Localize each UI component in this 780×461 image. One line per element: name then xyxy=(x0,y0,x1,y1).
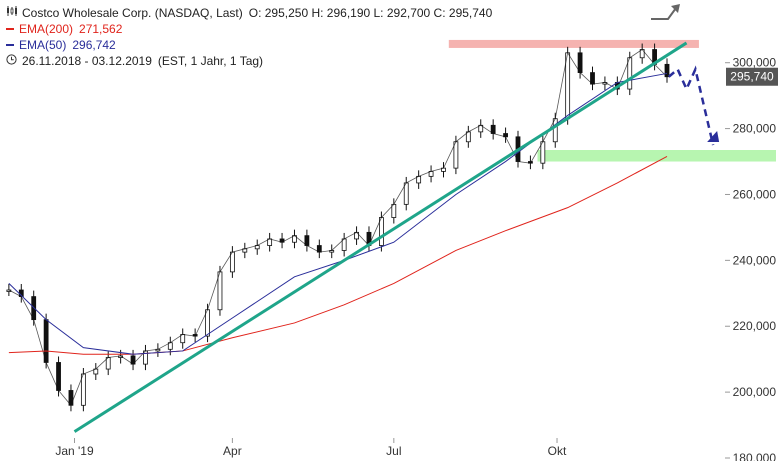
y-tick-label: 220,000 xyxy=(733,319,777,333)
clock-icon xyxy=(6,53,18,69)
chart-legend: Costco Wholesale Corp. (NASDAQ, Last) O:… xyxy=(6,5,492,69)
legend-ema200-row: EMA(200) 271,562 xyxy=(6,21,492,37)
price-candle xyxy=(565,52,571,120)
resistance-zone xyxy=(448,39,699,48)
y-tick-label: 200,000 xyxy=(733,385,777,399)
price-candle xyxy=(56,362,61,391)
x-tick-label: Jul xyxy=(386,444,401,458)
price-candle xyxy=(627,57,633,90)
last-value-badge xyxy=(726,67,778,86)
price-candle xyxy=(403,182,409,205)
up-arrow-head xyxy=(671,4,680,13)
x-tick-label: Apr xyxy=(223,444,242,458)
range-info: (EST, 1 Jahr, 1 Tag) xyxy=(157,54,264,68)
support-zone xyxy=(537,150,776,162)
price-candle xyxy=(205,309,210,337)
x-tick-label: Jan '19 xyxy=(55,444,94,458)
price-candle xyxy=(453,141,459,169)
candles-icon xyxy=(6,5,18,21)
price-line xyxy=(8,48,668,407)
price-candle xyxy=(80,373,86,406)
x-tick-label: Okt xyxy=(548,444,567,458)
ema200-value: 271,562 xyxy=(79,22,123,36)
y-tick-label: 260,000 xyxy=(733,187,777,201)
y-tick-label: 180,000 xyxy=(733,451,777,461)
up-arrow-line xyxy=(651,7,677,20)
ema50-line xyxy=(8,72,668,355)
ema50-value: 296,742 xyxy=(72,38,116,52)
y-tick-label: 300,000 xyxy=(733,56,777,70)
ema200-line xyxy=(8,155,668,355)
legend-range-row: 26.11.2018 - 03.12.2019 (EST, 1 Jahr, 1 … xyxy=(6,53,492,69)
instrument-title: Costco Wholesale Corp. (NASDAQ, Last) xyxy=(22,6,243,20)
legend-ema50-row: EMA(50) 296,742 xyxy=(6,37,492,53)
ema50-label: EMA(50) xyxy=(19,38,67,52)
forecast-arrow-head xyxy=(707,131,720,143)
price-candle xyxy=(217,271,223,311)
y-tick-label: 280,000 xyxy=(733,122,777,136)
ema50-swatch xyxy=(6,44,14,46)
trendline xyxy=(73,41,688,433)
ohlc-values: O: 295,250 H: 296,190 L: 292,700 C: 295,… xyxy=(248,6,493,20)
last-value-label: 295,740 xyxy=(730,70,774,84)
price-candle xyxy=(540,141,546,164)
y-tick-label: 240,000 xyxy=(733,253,777,267)
date-range: 26.11.2018 - 03.12.2019 xyxy=(22,54,152,68)
price-candle xyxy=(552,118,558,143)
legend-title-row: Costco Wholesale Corp. (NASDAQ, Last) O:… xyxy=(6,5,492,21)
ema200-label: EMA(200) xyxy=(19,22,74,36)
price-candle xyxy=(379,217,384,246)
ema200-swatch xyxy=(6,28,14,30)
price-candle xyxy=(43,319,49,363)
forecast-path xyxy=(667,65,715,146)
